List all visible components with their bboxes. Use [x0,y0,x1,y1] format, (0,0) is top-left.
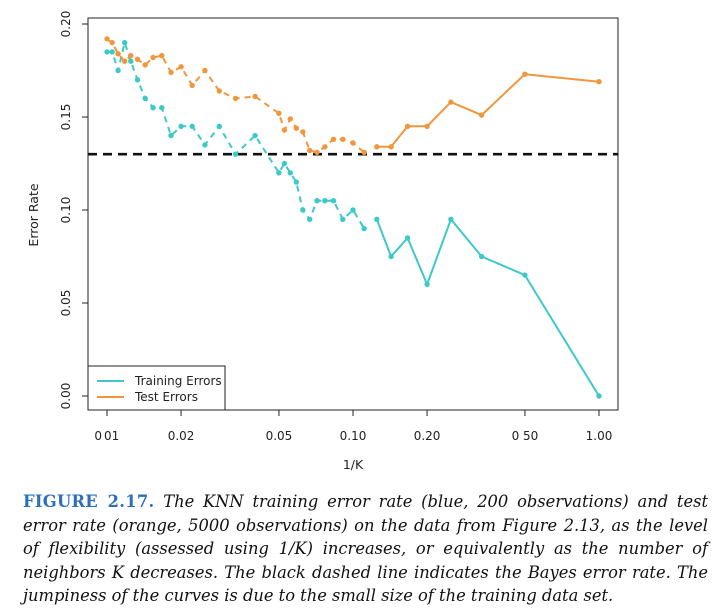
training-errors-point [522,272,528,278]
training-errors-point [424,281,430,288]
caption-text: The KNN training error rate (blue, 200 o… [23,492,708,606]
test-errors-point [424,123,430,129]
test-errors-point [314,149,320,155]
test-errors-point [293,125,299,131]
training-errors-point [322,198,328,204]
test-errors-point [216,88,222,94]
training-errors-point [314,198,320,204]
training-errors-point [109,49,115,55]
test-errors-point [115,51,121,57]
training-errors-point [150,105,156,111]
training-errors-point [159,105,165,111]
test-errors-point [478,112,485,118]
test-errors-point [232,95,239,102]
test-errors-point [150,54,156,61]
test-errors-point [122,58,128,64]
y-axis-label: Error Rate [26,183,41,246]
training-errors-point [478,253,485,260]
training-errors-point [300,207,306,213]
training-errors-line-dashed [107,41,366,230]
x-tick-label: 0.02 [168,429,195,443]
test-errors-point [128,52,134,59]
test-errors-line-dashed [106,38,365,154]
legend-label-training: Training Errors [134,374,222,388]
x-tick-label: 0.10 [340,429,367,443]
training-errors-point [307,216,313,222]
test-errors-point [448,99,454,105]
test-errors-point [159,52,165,59]
training-errors-point [134,77,141,83]
x-tick-label: 1.00 [586,429,613,443]
training-errors-point [448,216,454,222]
training-errors-point [168,132,174,139]
test-errors-line-solid [376,73,600,148]
test-errors-point [307,147,313,154]
test-errors-point [168,69,174,76]
x-axis-label: 1/K [343,457,364,472]
test-errors-point [252,93,258,100]
test-errors-point [134,56,141,62]
training-errors-point [252,132,258,139]
training-errors-point [374,216,380,222]
test-errors-point [202,67,208,74]
training-errors-point [232,151,239,157]
y-tick-label: 0.00 [59,383,73,410]
y-tick-label: 0.05 [59,290,73,317]
figure-label: FIGURE 2.17. [23,492,155,511]
test-errors-point [178,64,184,70]
training-errors-point [104,49,110,55]
training-errors-point [388,253,394,260]
test-errors-point [340,136,346,142]
test-errors-point [330,136,337,142]
test-errors-point [287,116,293,122]
training-errors-point [330,198,337,204]
training-errors-point [216,123,222,129]
y-tick-label: 0.15 [59,104,73,131]
test-errors-point [596,79,602,85]
test-errors-point [350,140,356,146]
test-errors-point [189,82,195,89]
figure-caption: FIGURE 2.17. The KNN training error rate… [23,490,708,608]
test-errors-point [109,39,115,46]
training-errors-point [287,170,293,176]
training-errors-point [340,216,346,222]
training-errors-point [128,58,134,64]
test-errors-point [142,62,148,68]
training-errors-point [596,393,602,399]
training-errors-point [404,235,411,241]
training-errors-point [202,142,208,148]
training-errors-point [361,225,367,232]
training-errors-point [293,179,299,185]
legend-label-test: Test Errors [134,390,198,404]
x-tick-label: 0.20 [414,429,441,443]
test-errors-point [388,144,394,150]
x-tick-label: 0.05 [266,429,293,443]
x-tick-label: 0 [94,429,102,443]
training-errors-point [276,170,282,176]
training-errors-point [350,207,356,213]
knn-error-chart: 0 01 0.02 0.05 0.10 0.20 0 50 1.00 0.00 0.05 0.10 0… [26,11,619,472]
x-tick-label: 0 50 [512,429,539,443]
training-errors-point [189,123,195,129]
test-errors-point [404,123,411,129]
test-errors-point [281,127,288,133]
training-errors-point [115,67,121,74]
plot-frame [87,17,619,411]
test-errors-point [300,129,306,135]
training-errors-point [178,123,184,129]
test-errors-point [104,36,110,42]
training-errors-point [142,95,148,102]
test-errors-point [276,110,282,117]
training-errors-line-solid [375,218,600,397]
test-errors-point [374,144,380,150]
legend-box [87,365,226,411]
training-errors-point [281,160,288,167]
x-tick-label: 01 [104,429,119,443]
test-errors-point [522,71,528,77]
y-tick-label: 0.10 [59,197,73,224]
training-errors-point [122,39,128,46]
test-errors-point [322,144,328,150]
y-tick-label: 0.20 [59,11,73,38]
test-errors-point [361,149,367,155]
